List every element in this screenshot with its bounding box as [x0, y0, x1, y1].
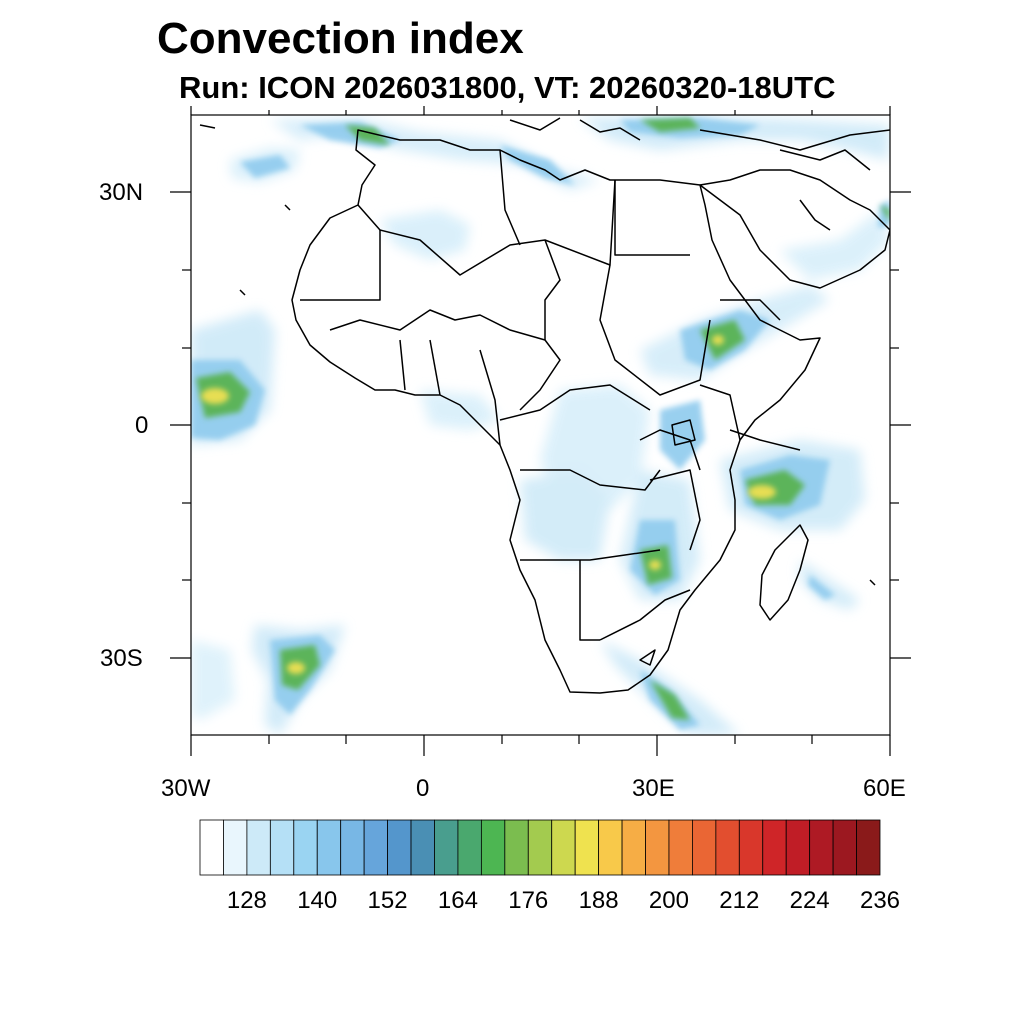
colorbar-swatch: [668, 819, 693, 876]
lon-label-30w: 30W: [161, 775, 211, 802]
lon-label-30e: 30E: [632, 775, 675, 802]
colorbar-swatch: [809, 819, 834, 876]
map-title: Convection index: [157, 14, 524, 63]
axis-ticks: [170, 106, 911, 756]
colorbar-label: 236: [859, 887, 901, 914]
colorbar-swatch: [574, 819, 600, 876]
colorbar-swatch: [199, 819, 224, 876]
colorbar-label: 188: [578, 887, 619, 914]
colorbar-label: 128: [226, 887, 267, 914]
colorbar-swatch: [340, 819, 365, 876]
colorbar-label: 200: [648, 887, 689, 914]
colorbar-swatch: [692, 819, 717, 876]
colorbar-swatch: [551, 819, 576, 876]
colorbar-label: 176: [508, 887, 549, 914]
colorbar-label: 164: [437, 887, 478, 914]
colorbar-label: 152: [367, 887, 408, 914]
colorbar-swatch: [832, 819, 857, 876]
colorbar-swatch: [316, 819, 342, 876]
colorbar-swatch: [504, 819, 529, 876]
colorbar-swatch: [246, 819, 271, 876]
map-subtitle: Run: ICON 2026031800, VT: 20260320-18UTC: [179, 70, 836, 105]
colorbar-swatch: [293, 819, 318, 876]
colorbar-swatch: [527, 819, 553, 876]
colorbar-swatch: [387, 819, 412, 876]
colorbar-swatch: [762, 819, 787, 876]
lat-label-0: 0: [135, 412, 149, 439]
colorbar-swatch: [645, 819, 670, 876]
colorbar-swatch: [621, 819, 646, 876]
colorbar-swatch: [738, 819, 764, 876]
lat-label-30s: 30S: [100, 645, 143, 672]
colorbar-label: 212: [719, 887, 760, 914]
colorbar-label: 140: [297, 887, 338, 914]
colorbar-swatch: [434, 819, 459, 876]
colorbar-swatch: [363, 819, 388, 876]
colorbar-swatch: [785, 819, 811, 876]
colorbar-swatch: [856, 819, 881, 876]
colorbar-swatch: [223, 819, 248, 876]
colorbar: [199, 819, 881, 876]
colorbar-label: 224: [789, 887, 830, 914]
colorbar-swatch: [598, 819, 623, 876]
lon-label-0: 0: [416, 775, 430, 802]
colorbar-swatch: [480, 819, 506, 876]
colorbar-swatch: [410, 819, 435, 876]
colorbar-swatch: [269, 819, 295, 876]
lon-label-60e: 60E: [863, 775, 906, 802]
map-area: [191, 115, 890, 735]
colorbar-swatch: [715, 819, 740, 876]
coastlines-borders: [199, 117, 890, 694]
lat-label-30n: 30N: [99, 179, 144, 206]
colorbar-swatch: [457, 819, 482, 876]
